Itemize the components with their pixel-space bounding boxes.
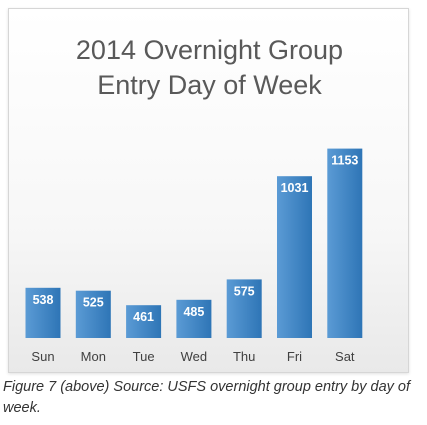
figure-caption: Figure 7 (above) Source: USFS overnight … <box>3 379 411 416</box>
chart-frame: 2014 Overnight Group Entry Day of Week 5… <box>8 8 409 373</box>
x-tick-label-wed: Wed <box>181 349 208 364</box>
bar-thu <box>226 279 262 338</box>
x-tick-labels-layer: Sun Mon Tue Wed Thu Fri Sat <box>31 349 355 364</box>
bar-sun <box>25 287 61 338</box>
chart-title: 2014 Overnight Group Entry Day of Week <box>9 33 410 103</box>
x-tick-label-sun: Sun <box>31 349 54 364</box>
bar-chart-plot: 538 525 461 485 575 1031 1153 Sun Mon Tue Wed Thu F… <box>25 148 363 364</box>
data-label-mon: 525 <box>83 296 104 310</box>
x-tick-label-tue: Tue <box>133 349 155 364</box>
x-tick-label-thu: Thu <box>233 349 255 364</box>
data-label-fri: 1031 <box>281 181 309 195</box>
chart-title-line-1: 2014 Overnight Group <box>75 35 344 65</box>
bar-sat <box>327 148 363 338</box>
bar-tue <box>126 305 162 338</box>
x-tick-label-mon: Mon <box>81 349 106 364</box>
bar-mon <box>75 290 111 338</box>
data-label-wed: 485 <box>183 305 204 319</box>
data-label-sat: 1153 <box>331 154 358 168</box>
x-tick-label-fri: Fri <box>287 349 302 364</box>
data-labels-layer: 538 525 461 485 575 1031 1153 <box>33 154 359 325</box>
data-label-sun: 538 <box>33 293 54 307</box>
x-tick-label-sat: Sat <box>335 349 355 364</box>
data-label-tue: 461 <box>133 310 154 324</box>
bar-fri <box>277 176 312 338</box>
bars-layer <box>25 148 363 338</box>
chart-title-line-2: Entry Day of Week <box>97 70 322 100</box>
data-label-thu: 575 <box>234 284 255 298</box>
bar-wed <box>176 299 212 338</box>
